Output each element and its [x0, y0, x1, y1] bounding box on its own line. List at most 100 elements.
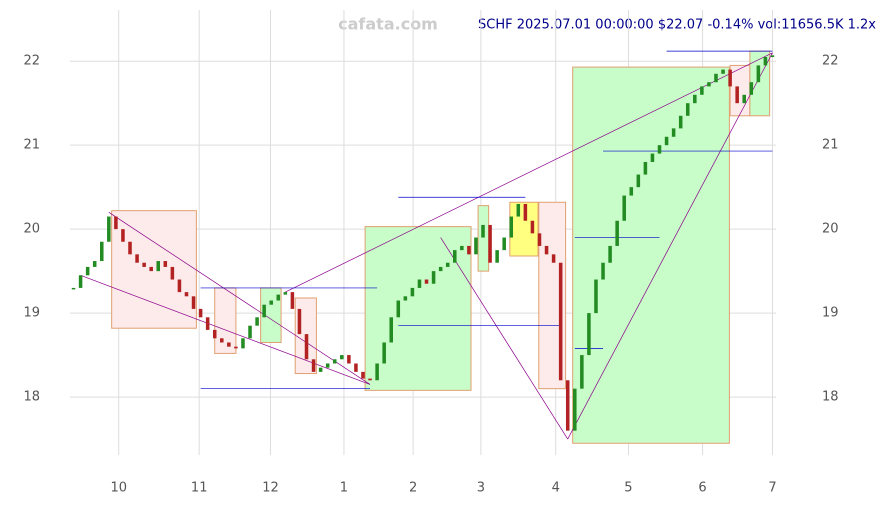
candle — [212, 329, 217, 339]
candle — [523, 203, 528, 221]
y-tick-label: 22 — [23, 54, 40, 69]
candle — [276, 294, 281, 301]
x-tick-label: 12 — [262, 481, 279, 496]
candle — [516, 203, 521, 217]
y-tick-label: 22 — [822, 54, 839, 69]
candle — [509, 216, 514, 238]
candle — [262, 304, 266, 318]
candle — [325, 363, 330, 368]
zone-box — [729, 64, 751, 117]
candle — [347, 355, 351, 364]
candle — [269, 300, 273, 305]
candle — [467, 245, 471, 255]
candle — [502, 237, 506, 251]
candle — [220, 338, 224, 343]
candle — [107, 216, 111, 242]
candle — [135, 254, 139, 263]
candle — [304, 334, 309, 360]
candle — [170, 266, 175, 280]
candle — [332, 359, 337, 364]
trend-line — [567, 52, 773, 440]
candle — [361, 371, 365, 379]
zone-box — [572, 66, 730, 444]
candle — [608, 245, 612, 263]
candle — [410, 287, 415, 297]
candle — [735, 86, 739, 104]
candle — [693, 94, 697, 104]
candle — [368, 378, 372, 381]
candle — [283, 292, 288, 295]
candle — [142, 262, 146, 267]
trend-line — [285, 52, 773, 293]
candle — [354, 363, 358, 372]
candle — [657, 145, 662, 154]
candle — [573, 388, 577, 431]
candle — [71, 287, 76, 290]
candle — [474, 237, 478, 255]
trend-line — [108, 212, 371, 385]
candle — [756, 65, 761, 83]
candle — [121, 229, 125, 242]
candle — [770, 55, 775, 58]
candle — [558, 262, 563, 381]
candle — [763, 57, 768, 66]
x-tick-label: 10 — [110, 481, 127, 496]
candle — [629, 187, 634, 196]
x-tick-label: 4 — [552, 481, 560, 496]
candle — [728, 69, 732, 87]
candle — [650, 153, 655, 162]
candle — [311, 359, 316, 372]
candle — [318, 367, 323, 372]
x-tick-label: 6 — [698, 481, 706, 496]
x-tick-label: 2 — [409, 481, 417, 496]
candle — [177, 279, 182, 293]
candle — [481, 224, 485, 238]
candle — [241, 338, 245, 349]
candle — [227, 342, 231, 347]
candle — [742, 94, 746, 104]
candle — [551, 254, 556, 263]
y-tick-label: 20 — [23, 222, 40, 237]
y-tick-label: 20 — [822, 222, 839, 237]
candle — [453, 250, 457, 263]
candle — [643, 161, 648, 175]
candle — [565, 380, 570, 431]
candle — [685, 103, 690, 116]
y-tick-label: 21 — [822, 138, 839, 153]
candle — [678, 115, 683, 129]
candle — [664, 136, 669, 146]
candle — [396, 300, 401, 318]
candle — [205, 317, 210, 330]
zone-box — [111, 210, 197, 329]
candle — [495, 250, 499, 263]
candle — [128, 241, 132, 255]
candle — [191, 296, 196, 309]
candle — [431, 271, 436, 284]
candle — [671, 128, 676, 137]
candle — [149, 266, 153, 272]
candle — [100, 241, 104, 262]
candle — [85, 266, 90, 276]
candle — [78, 275, 83, 288]
candle — [163, 261, 168, 267]
candle — [198, 308, 203, 318]
candle — [601, 262, 605, 280]
candle — [749, 82, 754, 95]
candle — [382, 342, 386, 364]
candle — [417, 279, 422, 288]
candle — [587, 313, 591, 356]
candle — [537, 233, 542, 246]
trend-line — [80, 274, 371, 385]
candle — [92, 261, 97, 267]
y-tick-label: 19 — [822, 306, 839, 321]
candle — [156, 261, 161, 272]
candle — [290, 292, 295, 309]
candle — [700, 86, 704, 95]
candle — [594, 279, 598, 314]
candle — [460, 245, 464, 251]
candle — [530, 220, 535, 234]
candle — [340, 355, 344, 360]
candle — [544, 245, 549, 255]
candle — [184, 292, 189, 297]
